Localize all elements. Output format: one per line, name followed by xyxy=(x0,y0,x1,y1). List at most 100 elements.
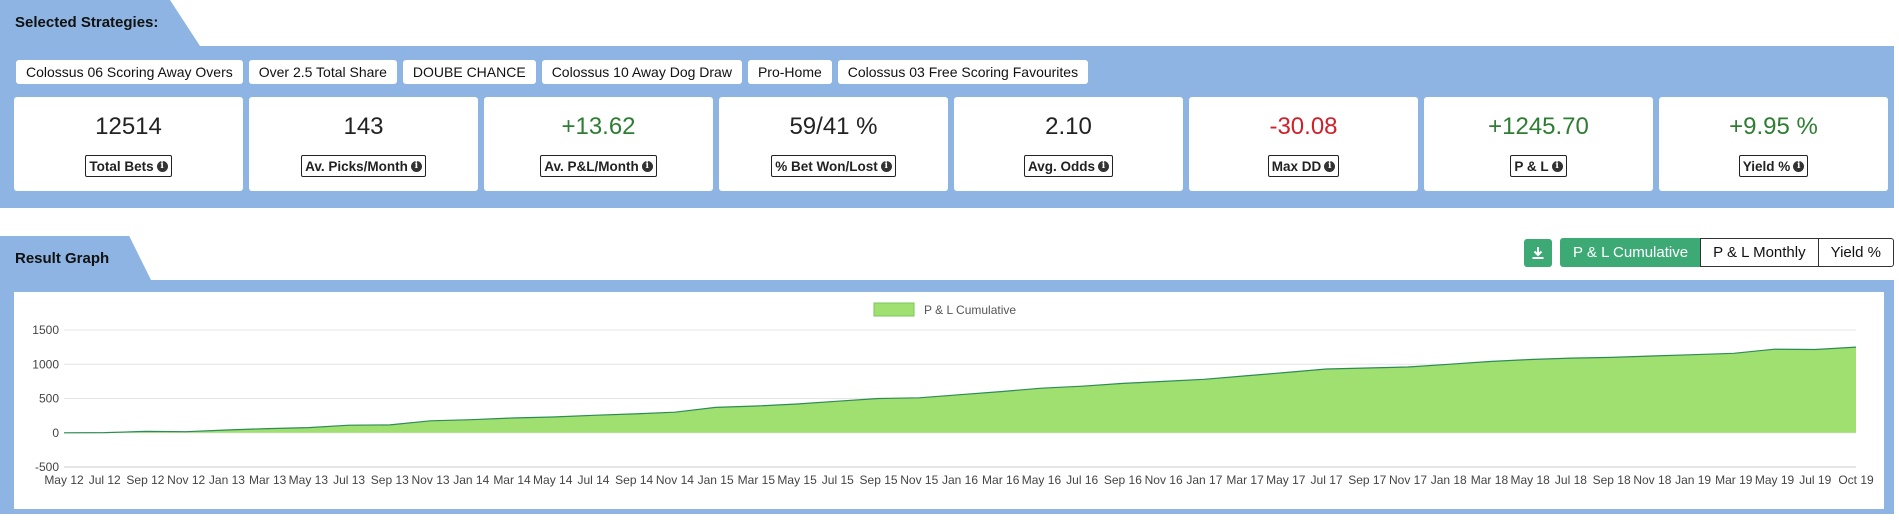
y-tick-label: 0 xyxy=(52,426,59,440)
legend-label: P & L Cumulative xyxy=(924,303,1016,317)
info-icon[interactable]: i xyxy=(641,160,653,172)
pl-line xyxy=(63,346,1857,434)
x-tick-label: Mar 15 xyxy=(738,473,776,487)
x-tick-label: Sep 17 xyxy=(1348,473,1386,487)
selected-strategies-title: Selected Strategies: xyxy=(0,0,200,46)
pl-area xyxy=(64,347,1856,433)
x-tick-label: Jan 15 xyxy=(698,473,734,487)
x-tick-label: May 12 xyxy=(44,473,84,487)
x-tick-label: Jul 19 xyxy=(1799,473,1831,487)
x-tick-label: May 19 xyxy=(1755,473,1795,487)
strategy-tag[interactable]: Colossus 10 Away Dog Draw xyxy=(541,60,742,84)
graph-area: P & L Cumulative 1500 1000 500 0 -500 May 12 Ju… xyxy=(14,292,1884,509)
x-tick-label: Sep 13 xyxy=(371,473,409,487)
x-tick-label: Jul 17 xyxy=(1311,473,1343,487)
stat-card: 59/41 % % Bet Won/Lost i xyxy=(719,97,948,191)
graph-tab[interactable]: Yield % xyxy=(1817,238,1894,267)
stat-value: 2.10 xyxy=(1045,113,1092,140)
info-icon[interactable]: i xyxy=(1324,160,1336,172)
x-tick-label: Sep 18 xyxy=(1593,473,1631,487)
x-tick-label: May 13 xyxy=(289,473,329,487)
strategies-panel: Colossus 06 Scoring Away Overs Over 2.5 T… xyxy=(0,46,1894,208)
x-tick-label: May 18 xyxy=(1511,473,1551,487)
stat-card: 143 Av. Picks/Month i xyxy=(249,97,478,191)
x-tick-label: May 16 xyxy=(1022,473,1062,487)
x-tick-label: Mar 18 xyxy=(1471,473,1509,487)
y-tick-label: 1000 xyxy=(32,357,59,371)
x-tick-label: Nov 12 xyxy=(167,473,205,487)
x-tick-label: Sep 14 xyxy=(615,473,653,487)
x-tick-label: Sep 16 xyxy=(1104,473,1142,487)
info-icon[interactable]: i xyxy=(1793,160,1805,172)
info-icon[interactable]: i xyxy=(410,160,422,172)
stat-value: +1245.70 xyxy=(1488,113,1589,140)
stat-label[interactable]: % Bet Won/Lost i xyxy=(771,155,896,177)
info-icon[interactable]: i xyxy=(1098,160,1109,172)
stat-label-text: Av. Picks/Month xyxy=(305,158,408,174)
x-tick-label: Jan 16 xyxy=(942,473,978,487)
graph-tab[interactable]: P & L Monthly xyxy=(1700,238,1819,267)
y-tick-label: 500 xyxy=(39,392,59,406)
stat-value: 143 xyxy=(343,113,384,140)
stat-label-text: % Bet Won/Lost xyxy=(775,158,878,174)
x-tick-label: Mar 13 xyxy=(249,473,287,487)
stat-label[interactable]: Av. Picks/Month i xyxy=(301,155,426,177)
strategy-tag[interactable]: Colossus 03 Free Scoring Favourites xyxy=(837,60,1089,84)
x-tick-label: Nov 13 xyxy=(412,473,450,487)
stat-label-text: P & L xyxy=(1514,158,1549,174)
strategy-tag[interactable]: Pro-Home xyxy=(747,60,832,84)
strategy-tags: Colossus 06 Scoring Away Overs Over 2.5 T… xyxy=(16,60,1089,84)
stat-label[interactable]: Avg. Odds i xyxy=(1023,155,1113,177)
result-graph-title: Result Graph xyxy=(0,236,152,282)
x-tick-label: Jan 13 xyxy=(209,473,245,487)
info-icon[interactable]: i xyxy=(1551,160,1563,172)
stat-value: -30.08 xyxy=(1269,113,1338,140)
download-button[interactable] xyxy=(1524,238,1552,267)
x-tick-label: Nov 14 xyxy=(656,473,694,487)
x-tick-label: Mar 19 xyxy=(1715,473,1753,487)
stat-card: -30.08 Max DD i xyxy=(1189,97,1418,191)
stat-label[interactable]: Total Bets i xyxy=(85,155,172,177)
stat-value: +13.62 xyxy=(561,113,636,140)
x-tick-label: May 17 xyxy=(1266,473,1306,487)
x-tick-label: Oct 19 xyxy=(1838,473,1874,487)
stat-card: +13.62 Av. P&L/Month i xyxy=(484,97,713,191)
info-icon[interactable]: i xyxy=(880,160,892,172)
download-icon xyxy=(1532,246,1544,259)
stat-card: 12514 Total Bets i xyxy=(14,97,243,191)
legend-swatch xyxy=(873,302,915,317)
graph-tab[interactable]: P & L Cumulative xyxy=(1560,238,1702,267)
x-tick-label: May 14 xyxy=(533,473,573,487)
x-tick-label: Jul 13 xyxy=(333,473,365,487)
x-tick-label: Jan 18 xyxy=(1431,473,1467,487)
stat-value: 59/41 % xyxy=(789,113,878,140)
x-tick-label: Mar 14 xyxy=(493,473,531,487)
x-tick-label: Jan 19 xyxy=(1675,473,1711,487)
stat-label[interactable]: Yield % i xyxy=(1738,155,1809,177)
x-tick-label: Jul 18 xyxy=(1555,473,1587,487)
stat-value: +9.95 % xyxy=(1729,113,1818,140)
x-tick-label: May 15 xyxy=(777,473,817,487)
y-tick-label: -500 xyxy=(35,460,59,474)
graph-mode-tabs: P & L Cumulative P & L Monthly Yield % xyxy=(1560,238,1894,267)
stat-label[interactable]: Av. P&L/Month i xyxy=(540,155,657,177)
stat-label[interactable]: Max DD i xyxy=(1267,155,1340,177)
x-tick-label: Jul 12 xyxy=(89,473,121,487)
strategy-tag[interactable]: Colossus 06 Scoring Away Overs xyxy=(16,60,243,84)
stat-card: 2.10 Avg. Odds i xyxy=(954,97,1183,191)
stat-label-text: Total Bets xyxy=(89,158,154,174)
strategy-tag[interactable]: Over 2.5 Total Share xyxy=(248,60,397,84)
y-tick-label: 1500 xyxy=(32,323,59,337)
info-icon[interactable]: i xyxy=(156,160,168,172)
strategy-tag[interactable]: DOUBE CHANCE xyxy=(402,60,536,84)
stat-label-text: Yield % xyxy=(1742,158,1791,174)
stat-label-text: Avg. Odds xyxy=(1027,158,1095,174)
x-tick-label: Jan 17 xyxy=(1186,473,1222,487)
x-tick-label: Jul 14 xyxy=(577,473,609,487)
x-tick-label: Mar 16 xyxy=(982,473,1020,487)
x-tick-label: Jan 14 xyxy=(453,473,489,487)
stats-row: 12514 Total Bets i 143 Av. Picks/Month i +13.6… xyxy=(14,97,1888,191)
stat-label-text: Av. P&L/Month xyxy=(544,158,639,174)
